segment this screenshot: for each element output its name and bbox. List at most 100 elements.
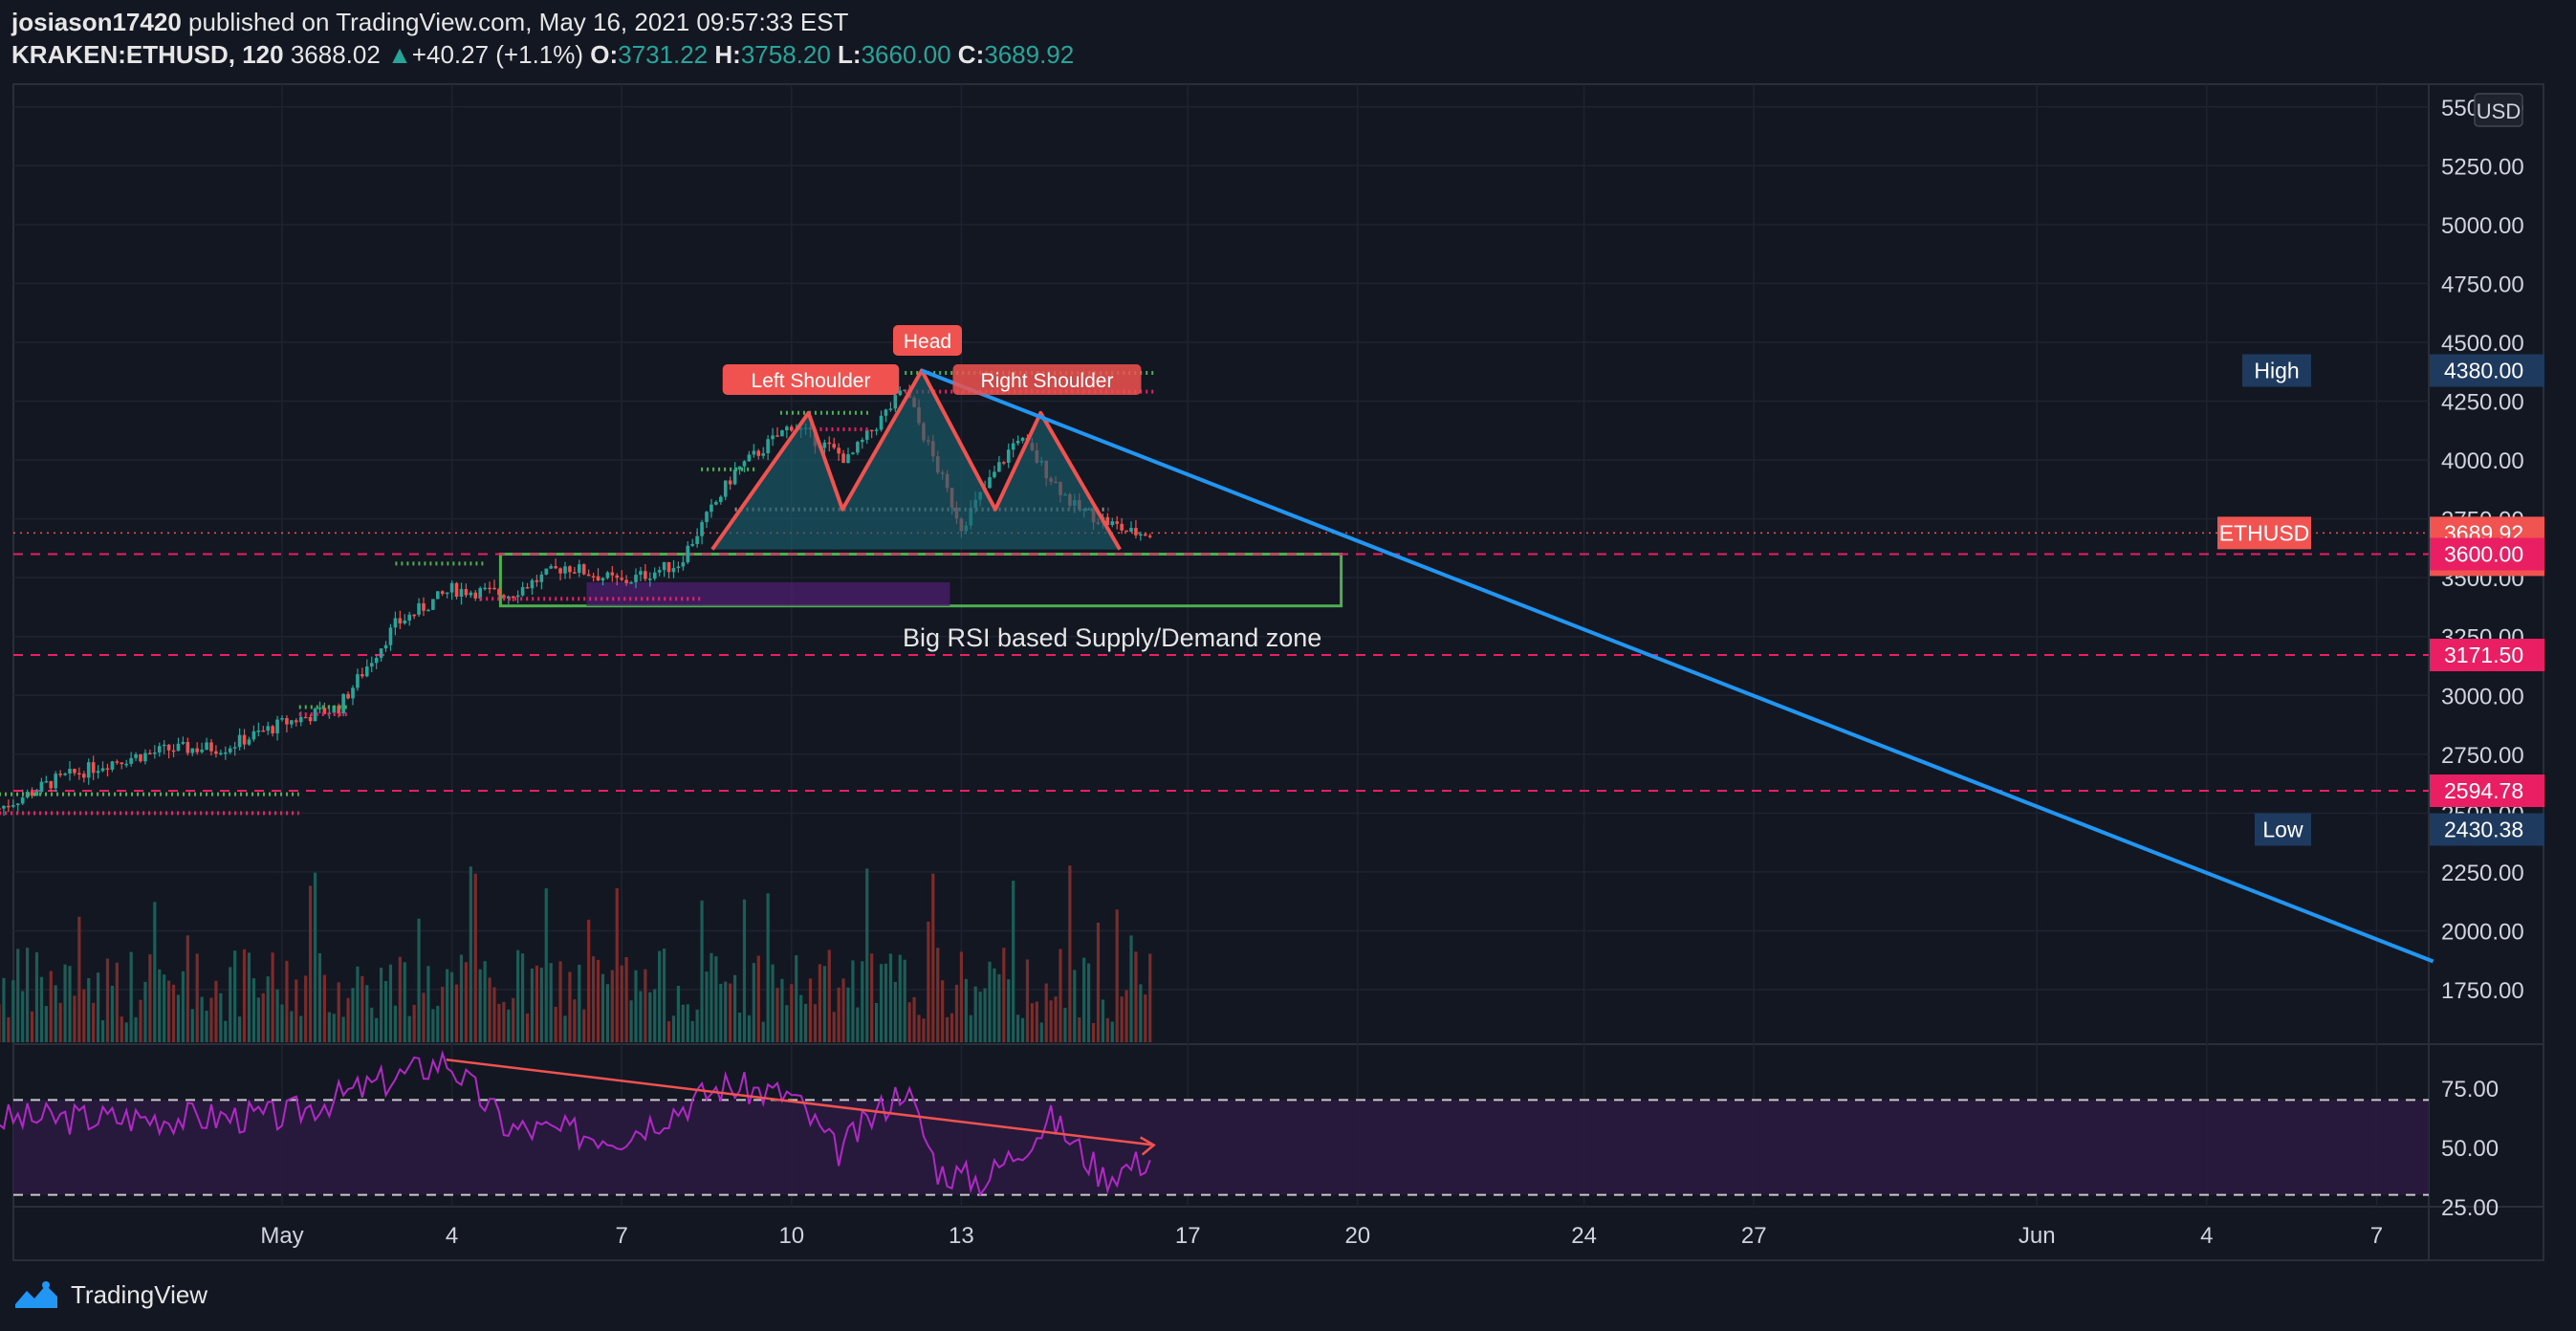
volume-bar [285, 960, 289, 1042]
high-label: H: [714, 40, 741, 69]
price-tag-label: Low [2262, 817, 2303, 841]
candle-body [1139, 534, 1143, 536]
volume-bar [978, 992, 982, 1042]
volume-bar [11, 980, 15, 1042]
x-tick-label: 20 [1344, 1223, 1370, 1249]
volume-bar [82, 989, 86, 1042]
volume-bar [563, 1015, 567, 1042]
volume-bar [946, 1016, 950, 1042]
author-name[interactable]: josiason17420 [11, 8, 182, 36]
volume-bar [950, 1013, 954, 1042]
volume-bar [634, 970, 638, 1042]
pattern-label-bg [722, 364, 900, 395]
open-label: O: [590, 40, 619, 69]
volume-bar [49, 971, 53, 1042]
volume-bar [167, 980, 171, 1042]
volume-bar [615, 888, 619, 1042]
volume-bar [1091, 1022, 1096, 1042]
candle-body [686, 545, 690, 563]
candle-body [869, 429, 874, 432]
volume-bar [893, 981, 897, 1042]
volume-bar [2, 977, 6, 1042]
volume-bar [700, 900, 704, 1042]
volume-bar [483, 961, 487, 1042]
footer-brand[interactable]: TradingView [13, 1279, 207, 1310]
volume-bar [459, 954, 464, 1042]
candle-body [893, 395, 898, 409]
rsi-line [0, 1049, 1151, 1197]
volume-bar [412, 1004, 416, 1042]
candle-body [709, 504, 713, 513]
volume-bar [322, 974, 326, 1042]
candle-body [676, 566, 681, 569]
candle-body [605, 572, 610, 578]
volume-bar [469, 866, 472, 1042]
volume-bar [16, 949, 20, 1042]
volume-bar [539, 967, 543, 1042]
candle-body [129, 757, 133, 764]
volume-bar [600, 973, 605, 1042]
volume-bar [780, 978, 784, 1042]
volume-bar [752, 963, 755, 1042]
price-tag-value: 3171.50 [2444, 643, 2523, 667]
candle-body [383, 644, 388, 649]
candle-body [997, 462, 1001, 472]
volume-bar [737, 1012, 742, 1042]
x-tick-label: May [260, 1223, 303, 1249]
volume-bar [124, 1022, 128, 1042]
volume-bar [341, 1016, 345, 1042]
volume-bar [658, 950, 662, 1042]
candle-body [440, 591, 445, 594]
candle-body [856, 442, 860, 453]
candle-body [1124, 530, 1128, 533]
volume-bar [941, 980, 945, 1042]
candle-body [714, 502, 718, 505]
pattern-label-bg [893, 325, 962, 356]
volume-bar [983, 988, 987, 1042]
candle-body [469, 592, 473, 596]
volume-bar [115, 962, 119, 1042]
volume-bar [624, 957, 628, 1042]
volume-bar [327, 1012, 331, 1042]
volume-bar [360, 975, 364, 1042]
volume-bar [666, 1021, 671, 1042]
volume-bar [497, 1003, 501, 1042]
candle-body [515, 595, 520, 598]
volume-bar [729, 983, 732, 1042]
price-tag: 3600.00 [2430, 537, 2544, 571]
candle-body [732, 469, 737, 485]
volume-bar [105, 958, 110, 1042]
volume-bar [1002, 948, 1006, 1042]
candle-body [554, 566, 557, 569]
volume-bar [709, 952, 713, 1042]
candle-body [615, 575, 620, 578]
candle-body [600, 578, 605, 581]
candle-body [771, 435, 775, 440]
volume-bar [756, 955, 760, 1042]
volume-bar [605, 984, 609, 1042]
volume-bar [525, 1014, 530, 1042]
close-value: 3689.92 [984, 40, 1075, 69]
volume-bar [1148, 953, 1152, 1042]
volume-bar [148, 954, 152, 1042]
price-tag-value-bg [2430, 775, 2544, 808]
volume-bar [936, 948, 940, 1042]
volume-bar [1120, 996, 1124, 1042]
volume-bar [1020, 1017, 1025, 1042]
volume-bar [181, 971, 185, 1042]
price-tag: High 4380.00 [2242, 354, 2544, 387]
volume-bar [973, 986, 977, 1042]
currency-button[interactable]: USD [2474, 93, 2523, 127]
volume-bar [959, 951, 963, 1042]
candle-body [837, 447, 840, 454]
x-tick-label: 10 [778, 1223, 804, 1249]
volume-bar [304, 975, 308, 1042]
volume-bar [544, 888, 548, 1042]
price-tag: 3171.50 [2430, 639, 2544, 672]
candle-body [86, 762, 91, 778]
volume-bar [171, 984, 176, 1042]
candle-body [110, 761, 115, 770]
volume-bar [502, 1001, 506, 1042]
candle-body [407, 614, 411, 621]
